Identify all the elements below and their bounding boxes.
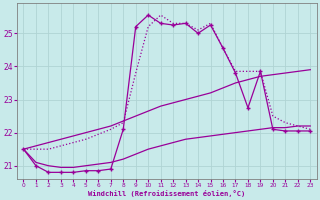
X-axis label: Windchill (Refroidissement éolien,°C): Windchill (Refroidissement éolien,°C): [88, 190, 245, 197]
